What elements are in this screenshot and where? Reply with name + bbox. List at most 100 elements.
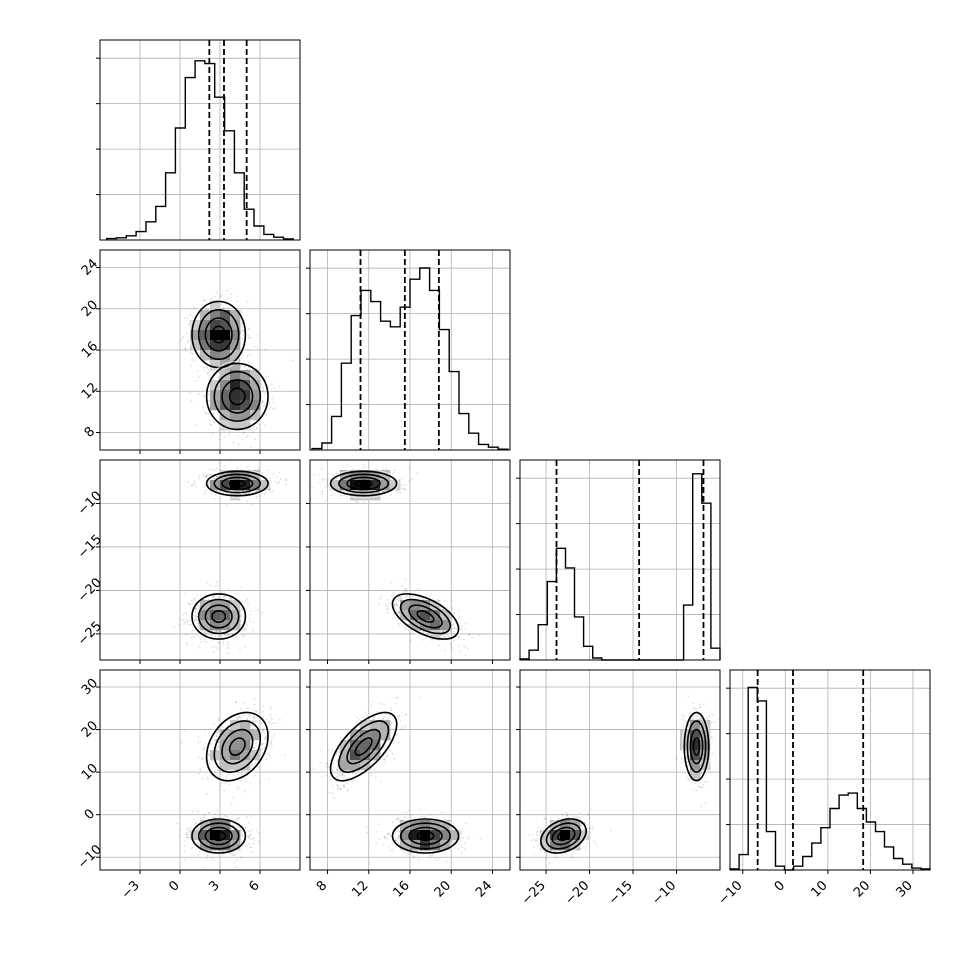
scatter-point <box>399 596 402 598</box>
scatter-point <box>241 330 244 332</box>
scatter-point <box>203 638 206 641</box>
scatter-point <box>262 405 264 408</box>
scatter-point <box>268 408 271 410</box>
scatter-point <box>204 493 207 496</box>
scatter-point <box>244 600 247 603</box>
scatter-point <box>240 322 243 325</box>
panel-frame <box>99 459 301 661</box>
scatter-point <box>216 647 219 649</box>
density-square <box>250 390 261 401</box>
scatter-point <box>272 473 275 475</box>
scatter-point <box>194 614 196 617</box>
contour-line <box>221 476 254 491</box>
contour-line <box>204 317 233 352</box>
density-square <box>230 360 241 371</box>
density-square <box>230 400 241 411</box>
scatter-point <box>242 431 245 434</box>
scatter-point <box>189 604 191 607</box>
scatter-point <box>321 477 324 480</box>
scatter-point <box>202 474 205 477</box>
density-square <box>230 370 241 381</box>
density-square <box>210 620 221 631</box>
scatter-point <box>218 438 221 441</box>
scatter-point <box>204 300 206 303</box>
scatter-point <box>213 594 216 597</box>
scatter-point <box>185 349 187 352</box>
scatter-point <box>190 636 193 639</box>
scatter-point <box>452 624 454 627</box>
scatter-point <box>461 628 463 631</box>
scatter-point <box>386 605 389 608</box>
scatter-point <box>409 633 411 635</box>
scatter-point <box>261 611 264 614</box>
scatter-point <box>241 337 244 340</box>
scatter-point <box>259 383 262 385</box>
scatter-point <box>248 366 250 369</box>
scatter-point <box>264 424 266 427</box>
scatter-point <box>190 484 193 487</box>
scatter-point <box>464 654 467 657</box>
scatter-point <box>195 379 198 382</box>
scatter-point <box>197 622 200 625</box>
scatter-point <box>196 594 199 596</box>
density-square <box>420 600 431 611</box>
scatter-point <box>408 467 411 470</box>
scatter-point <box>395 605 398 607</box>
scatter-point <box>408 479 411 482</box>
scatter-point <box>453 627 455 630</box>
scatter-point <box>185 633 188 636</box>
scatter-point <box>409 640 411 643</box>
scatter-point <box>402 487 405 490</box>
scatter-point <box>228 633 231 636</box>
scatter-point <box>227 588 230 590</box>
scatter-point <box>230 293 233 296</box>
scatter-point <box>246 300 249 303</box>
scatter-point <box>251 503 254 506</box>
scatter-point <box>227 297 230 300</box>
density-square <box>200 350 211 361</box>
scatter-point <box>337 471 340 473</box>
scatter-point <box>399 598 401 600</box>
scatter-point <box>320 467 323 470</box>
contour-line <box>221 379 254 414</box>
scatter-point <box>191 602 194 605</box>
scatter-point <box>252 431 255 433</box>
scatter-point <box>215 630 218 632</box>
scatter-point <box>198 646 201 649</box>
scatter-point <box>318 474 320 477</box>
scatter-point <box>190 399 193 402</box>
scatter-point <box>216 635 219 637</box>
density-square <box>260 480 271 491</box>
scatter-point <box>207 372 209 374</box>
scatter-point <box>214 295 216 298</box>
scatter-point <box>463 638 465 641</box>
scatter-point <box>264 348 267 351</box>
density-square <box>220 600 231 611</box>
scatter-point <box>411 478 413 481</box>
scatter-point <box>216 376 219 379</box>
contour-line <box>197 309 240 361</box>
scatter-point <box>244 492 247 495</box>
scatter-point <box>255 490 257 493</box>
scatter-point <box>477 634 480 637</box>
scatter-point <box>185 641 187 644</box>
scatter-point <box>426 633 429 635</box>
scatter-point <box>207 480 210 483</box>
scatter-point <box>416 588 419 591</box>
contour-line <box>391 593 460 640</box>
scatter-point <box>188 603 191 605</box>
scatter-point <box>241 329 244 332</box>
scatter-point <box>194 607 197 610</box>
scatter-point <box>194 616 197 618</box>
scatter-point <box>213 595 216 598</box>
scatter-point <box>422 631 425 633</box>
scatter-point <box>260 428 263 431</box>
density-square <box>220 340 231 351</box>
scatter-point <box>197 625 200 627</box>
scatter-point <box>276 476 278 478</box>
scatter-point <box>258 423 261 426</box>
scatter-point <box>324 478 327 481</box>
scatter-point <box>192 600 195 602</box>
scatter-point <box>240 326 243 328</box>
contour-line <box>205 470 269 497</box>
